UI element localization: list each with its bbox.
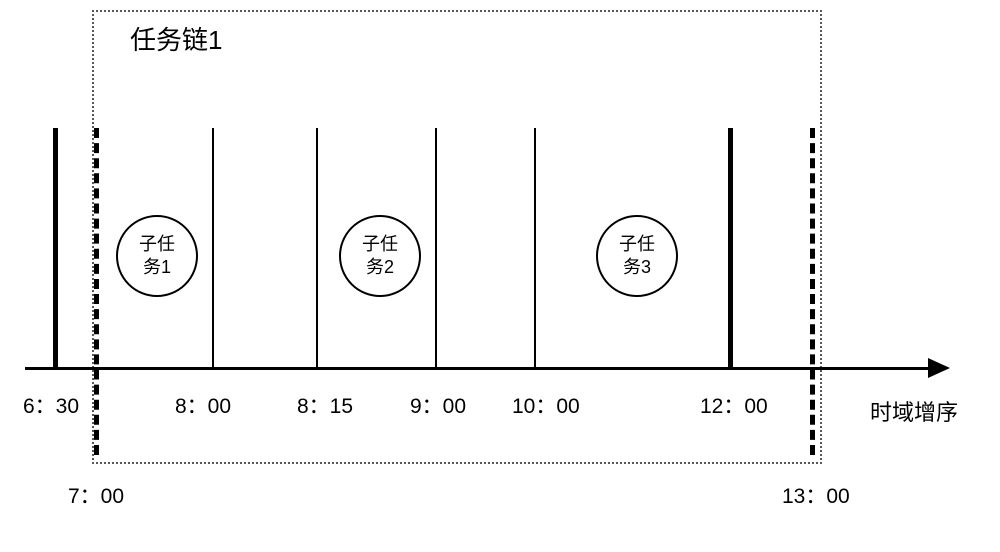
t-800: 8：00 bbox=[175, 390, 231, 420]
t-630: 6：30 bbox=[23, 390, 79, 420]
dash-1300 bbox=[810, 128, 815, 455]
bar-1200 bbox=[728, 128, 733, 368]
t-1300: 13：00 bbox=[782, 480, 850, 510]
timeline-diagram: 任务链1 时域增序 子任务1子任务2子任务3 6：308：008：159：001… bbox=[0, 0, 1000, 552]
subtask-1-label2: 务1 bbox=[143, 257, 171, 277]
subtask-2-label2: 务2 bbox=[366, 257, 394, 277]
dash-700 bbox=[94, 128, 99, 455]
t-1000: 10：00 bbox=[512, 390, 580, 420]
t-900: 9：00 bbox=[410, 390, 466, 420]
t-700: 7：00 bbox=[68, 480, 124, 510]
t-815: 8：15 bbox=[297, 390, 353, 420]
axis-line bbox=[25, 367, 930, 370]
bar-1000 bbox=[534, 128, 536, 368]
subtask-2-label: 子任 bbox=[362, 234, 398, 254]
subtask-1: 子任务1 bbox=[116, 215, 198, 297]
subtask-3: 子任务3 bbox=[596, 215, 678, 297]
axis-label: 时域增序 bbox=[870, 395, 958, 427]
axis-arrowhead-icon bbox=[928, 358, 950, 378]
bar-815 bbox=[316, 128, 318, 368]
bar-900 bbox=[435, 128, 437, 368]
subtask-2: 子任务2 bbox=[339, 215, 421, 297]
bar-630 bbox=[53, 128, 58, 368]
subtask-3-label2: 务3 bbox=[623, 257, 651, 277]
t-1200: 12：00 bbox=[700, 390, 768, 420]
subtask-3-label: 子任 bbox=[619, 234, 655, 254]
taskchain-title: 任务链1 bbox=[130, 20, 222, 57]
subtask-1-label: 子任 bbox=[139, 234, 175, 254]
bar-800 bbox=[212, 128, 214, 368]
